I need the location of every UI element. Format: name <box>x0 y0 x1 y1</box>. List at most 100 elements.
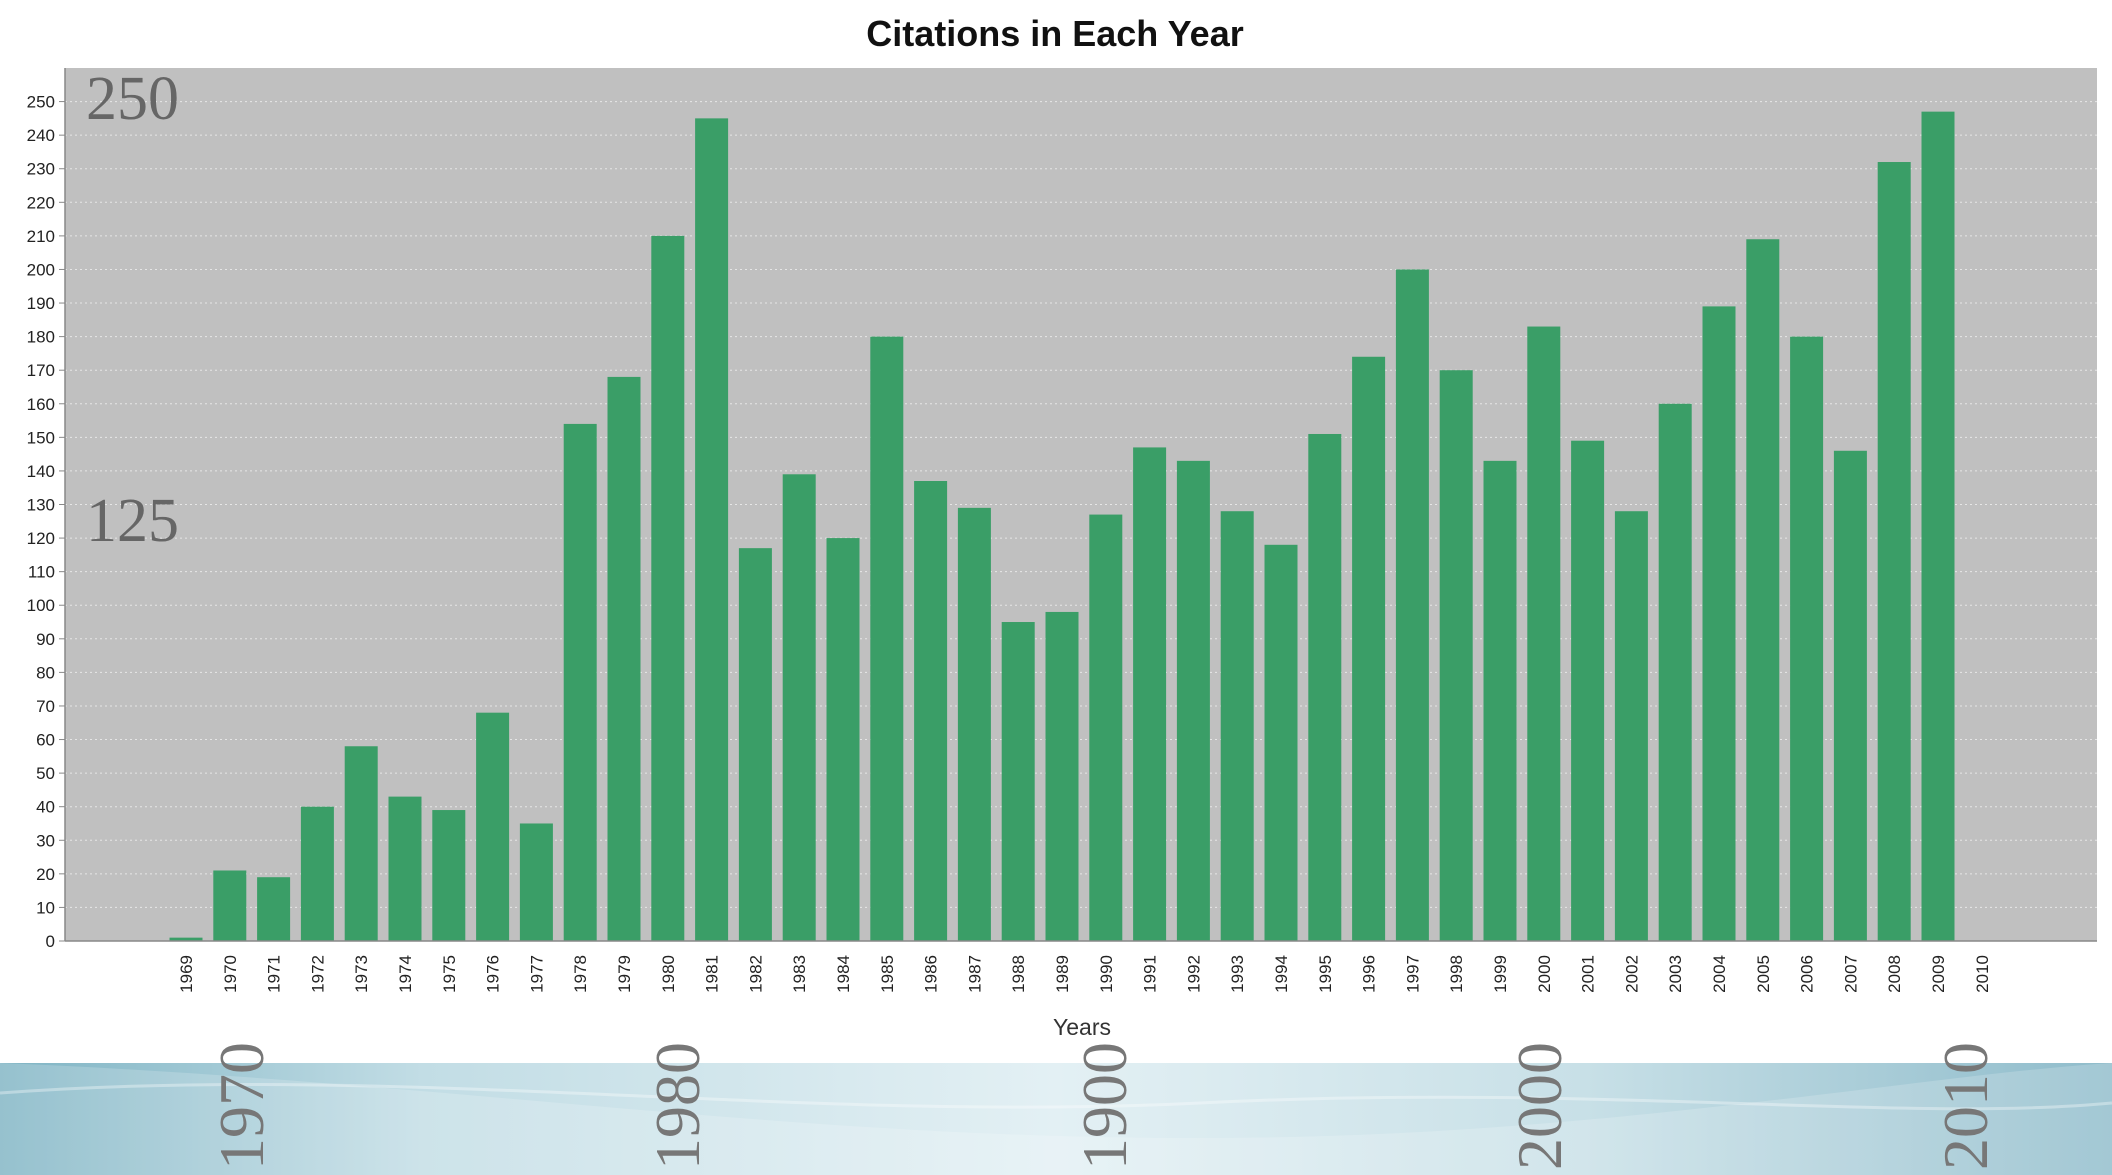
bar-1996 <box>1352 356 1386 941</box>
bar-1999 <box>1483 460 1517 941</box>
x-tick-label: 2008 <box>1885 955 1904 993</box>
footer-swoosh <box>0 1063 2112 1175</box>
bars <box>169 111 1955 942</box>
y-tick-label: 20 <box>36 865 55 884</box>
bar-1991 <box>1133 447 1167 941</box>
x-tick-label: 1975 <box>440 955 459 993</box>
overlay-year-2000: 2000 <box>1504 1042 1575 1170</box>
x-tick-label: 1971 <box>265 955 284 993</box>
chart-title: Citations in Each Year <box>866 13 1243 54</box>
y-tick-label: 210 <box>27 227 55 246</box>
x-tick-label: 1990 <box>1097 955 1116 993</box>
y-tick-label: 240 <box>27 126 55 145</box>
x-tick-label: 1980 <box>659 955 678 993</box>
x-tick-label: 1998 <box>1447 955 1466 993</box>
y-tick-label: 160 <box>27 395 55 414</box>
x-tick-label: 1989 <box>1053 955 1072 993</box>
x-tick-label: 1978 <box>571 955 590 993</box>
slide-footer-band <box>0 1063 2112 1175</box>
x-tick-label: 1973 <box>352 955 371 993</box>
overlay-year-1970: 1970 <box>206 1042 277 1170</box>
x-tick-label: 1977 <box>527 955 546 993</box>
x-tick-label: 1985 <box>878 955 897 993</box>
bar-1973 <box>344 746 378 941</box>
x-tick-label: 2002 <box>1622 955 1641 993</box>
bar-1993 <box>1220 511 1254 941</box>
x-tick-label: 1999 <box>1491 955 1510 993</box>
y-tick-label: 60 <box>36 731 55 750</box>
y-tick-label: 230 <box>27 160 55 179</box>
bar-1975 <box>432 810 466 941</box>
bar-1969 <box>169 937 203 941</box>
bar-1970 <box>213 870 247 941</box>
y-tick-label: 250 <box>27 93 55 112</box>
x-tick-label: 1984 <box>834 955 853 993</box>
bar-2005 <box>1746 239 1780 941</box>
bar-1977 <box>519 823 553 941</box>
x-tick-labels: 1969 1970 1971 1972 1973 1974 1975 1976 1977 1978… <box>177 955 1992 993</box>
bar-2008 <box>1877 162 1911 941</box>
y-tick-label: 30 <box>36 831 55 850</box>
gridlines <box>65 101 2097 908</box>
x-tick-label: 2004 <box>1710 955 1729 993</box>
bar-1982 <box>738 548 772 941</box>
x-tick-label: 2005 <box>1754 955 1773 993</box>
bar-2000 <box>1527 326 1561 941</box>
y-tick-label: 150 <box>27 428 55 447</box>
x-tick-label: 2009 <box>1929 955 1948 993</box>
citations-bar-chart: Citations in Each Year 0 10 20 30 40 50 60 70 80… <box>27 13 2097 1040</box>
y-tick-label: 180 <box>27 328 55 347</box>
x-tick-label: 1996 <box>1360 955 1379 993</box>
x-tick-label: 2001 <box>1579 955 1598 993</box>
bar-1994 <box>1264 544 1298 941</box>
bar-1971 <box>257 877 291 941</box>
x-tick-label: 1974 <box>396 955 415 993</box>
y-tick-label: 0 <box>46 932 55 951</box>
bar-1992 <box>1176 460 1210 941</box>
bar-1974 <box>388 796 422 941</box>
x-tick-label: 1994 <box>1272 955 1291 993</box>
y-tick-label: 100 <box>27 596 55 615</box>
x-tick-label: 1988 <box>1009 955 1028 993</box>
bar-1997 <box>1395 269 1429 941</box>
bar-1983 <box>782 474 816 941</box>
overlay-y-label-mid: 125 <box>86 487 179 555</box>
x-tick-label: 1976 <box>484 955 503 993</box>
x-tick-label: 1992 <box>1184 955 1203 993</box>
x-tick-label: 1991 <box>1141 955 1160 993</box>
x-tick-label: 1983 <box>790 955 809 993</box>
y-tick-label: 50 <box>36 764 55 783</box>
y-tick-label: 120 <box>27 529 55 548</box>
y-tick-label: 140 <box>27 462 55 481</box>
bar-2003 <box>1658 403 1692 941</box>
overlay-year-1980: 1980 <box>642 1042 713 1170</box>
y-tick-label: 110 <box>28 563 55 582</box>
x-tick-label: 2010 <box>1973 955 1992 993</box>
bar-2006 <box>1790 336 1824 942</box>
overlay-year-2010: 2010 <box>1930 1042 2001 1170</box>
y-tick-label: 80 <box>36 663 55 682</box>
bar-1987 <box>957 507 991 941</box>
bar-2002 <box>1614 511 1648 941</box>
x-tick-label: 1982 <box>746 955 765 993</box>
x-tick-label: 1995 <box>1316 955 1335 993</box>
bar-1980 <box>651 235 685 941</box>
x-tick-label: 1987 <box>965 955 984 993</box>
y-tick-label: 90 <box>36 630 55 649</box>
y-tick-label: 220 <box>27 193 55 212</box>
y-tick-label: 40 <box>36 798 55 817</box>
y-tick-label: 190 <box>27 294 55 313</box>
bar-1990 <box>1089 514 1123 941</box>
bar-1981 <box>695 118 729 942</box>
y-tick-label: 10 <box>36 898 55 917</box>
y-tick-label: 200 <box>27 260 55 279</box>
bar-1972 <box>300 806 334 941</box>
bar-1995 <box>1308 433 1342 941</box>
x-tick-label: 2000 <box>1535 955 1554 993</box>
x-tick-label: 1993 <box>1228 955 1247 993</box>
x-tick-label: 1981 <box>703 955 722 993</box>
bar-2007 <box>1833 450 1867 941</box>
x-tick-label: 1986 <box>922 955 941 993</box>
bar-1986 <box>914 480 948 941</box>
y-tick-label: 70 <box>36 697 55 716</box>
